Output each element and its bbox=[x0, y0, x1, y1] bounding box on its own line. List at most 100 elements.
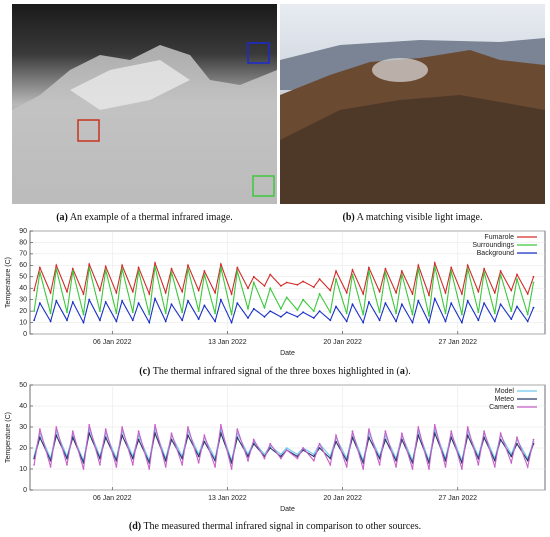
data-point bbox=[395, 312, 397, 315]
y-tick-label: 50 bbox=[19, 382, 27, 389]
data-point bbox=[263, 457, 266, 460]
data-point bbox=[450, 302, 453, 304]
data-point bbox=[329, 311, 332, 314]
data-point bbox=[164, 320, 167, 323]
data-point bbox=[384, 430, 387, 433]
data-point bbox=[318, 447, 321, 449]
data-line bbox=[33, 266, 535, 316]
y-tick-label: 30 bbox=[19, 424, 27, 431]
data-point bbox=[499, 273, 502, 276]
data-point bbox=[99, 289, 101, 292]
data-point bbox=[285, 281, 288, 284]
thermal-image bbox=[12, 4, 277, 204]
data-point bbox=[269, 287, 272, 290]
data-point bbox=[137, 302, 140, 304]
data-point bbox=[131, 311, 134, 314]
data-point bbox=[137, 270, 140, 272]
y-tick-label: 10 bbox=[19, 319, 27, 326]
data-point bbox=[351, 273, 354, 276]
data-point bbox=[461, 468, 463, 470]
caption-d: (d) The measured thermal infrared signal… bbox=[0, 521, 550, 532]
x-tick-label: 06 Jan 2022 bbox=[93, 339, 132, 346]
data-point bbox=[483, 271, 486, 274]
data-point bbox=[378, 290, 381, 293]
caption-label: (a) bbox=[56, 212, 68, 223]
data-point bbox=[329, 289, 332, 292]
legend-label: Fumarole bbox=[484, 234, 514, 241]
data-point bbox=[131, 319, 134, 322]
data-point bbox=[378, 463, 381, 466]
data-point bbox=[444, 320, 447, 323]
data-point bbox=[148, 313, 151, 316]
data-point bbox=[214, 466, 217, 468]
x-tick-label: 13 Jan 2022 bbox=[208, 495, 247, 502]
data-point bbox=[88, 298, 91, 301]
data-point bbox=[99, 463, 101, 466]
data-point bbox=[318, 310, 321, 313]
data-point bbox=[214, 320, 217, 323]
data-point bbox=[33, 319, 36, 322]
data-point bbox=[203, 434, 206, 437]
data-point bbox=[230, 313, 233, 316]
caption-text: The thermal infrared signal of the three… bbox=[152, 366, 400, 377]
data-point bbox=[493, 466, 496, 468]
legend-label: Meteo bbox=[495, 396, 515, 403]
data-point bbox=[312, 310, 315, 313]
data-point bbox=[121, 426, 124, 428]
data-point bbox=[318, 442, 321, 445]
x-tick-label: 20 Jan 2022 bbox=[323, 339, 362, 346]
data-point bbox=[510, 455, 513, 458]
data-point bbox=[335, 440, 337, 443]
data-point bbox=[483, 430, 486, 433]
data-point bbox=[247, 455, 249, 458]
data-point bbox=[88, 432, 91, 435]
data-point bbox=[137, 430, 140, 433]
data-point bbox=[296, 315, 299, 318]
data-point bbox=[466, 299, 469, 302]
data-point bbox=[417, 299, 420, 302]
data-point bbox=[121, 264, 124, 267]
data-point bbox=[312, 286, 315, 288]
data-point bbox=[280, 285, 282, 287]
data-point bbox=[121, 434, 124, 437]
data-point bbox=[532, 438, 535, 441]
data-point bbox=[121, 299, 124, 302]
data-point bbox=[115, 312, 118, 315]
data-point bbox=[181, 319, 184, 322]
data-point bbox=[296, 457, 299, 460]
data-point bbox=[362, 321, 365, 324]
data-point bbox=[318, 293, 321, 295]
data-point bbox=[411, 468, 414, 470]
data-point bbox=[88, 424, 91, 426]
data-point bbox=[368, 301, 370, 303]
data-point bbox=[121, 267, 124, 270]
data-point bbox=[466, 434, 469, 437]
data-point bbox=[433, 262, 436, 264]
data-line bbox=[33, 296, 535, 325]
data-point bbox=[411, 293, 414, 295]
data-point bbox=[55, 299, 58, 302]
caption-text: A matching visible light image. bbox=[356, 212, 483, 223]
caption-label: (d) bbox=[128, 521, 142, 532]
data-point bbox=[417, 267, 420, 270]
data-point bbox=[280, 455, 282, 458]
data-line bbox=[33, 424, 535, 470]
data-point bbox=[148, 321, 151, 324]
data-point bbox=[236, 436, 239, 439]
data-point bbox=[263, 315, 266, 318]
data-point bbox=[411, 313, 414, 316]
data-point bbox=[428, 314, 430, 317]
data-point bbox=[187, 267, 189, 270]
data-point bbox=[362, 468, 365, 470]
legend-label: Background bbox=[477, 250, 514, 257]
legend-label: Model bbox=[495, 388, 515, 395]
data-point bbox=[154, 265, 156, 268]
data-point bbox=[170, 438, 173, 441]
data-point bbox=[181, 463, 184, 466]
data-point bbox=[378, 311, 381, 314]
data-point bbox=[154, 262, 156, 264]
data-point bbox=[187, 434, 189, 437]
data-point bbox=[335, 278, 337, 280]
